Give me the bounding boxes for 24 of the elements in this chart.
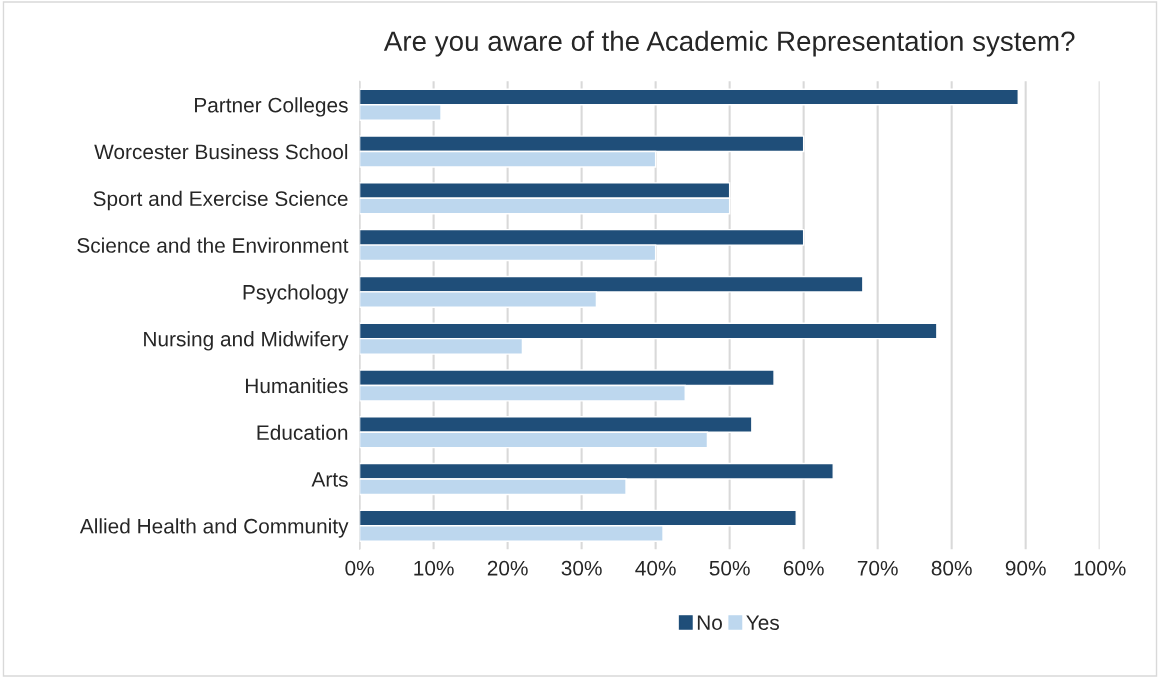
x-tick-label: 40%: [635, 560, 676, 576]
y-tick-label: Psychology: [243, 284, 349, 304]
y-tick-label: Arts: [311, 472, 348, 487]
y-tick-label: Humanities: [246, 377, 348, 394]
x-tick-label: 100%: [1074, 560, 1126, 576]
y-tick-label: Partner Colleges: [195, 97, 348, 117]
chart-title: Are you aware of the Academic Representation system?: [383, 30, 1075, 57]
x-tick-label: 20%: [487, 560, 528, 576]
x-tick-label: 70%: [857, 560, 898, 576]
legend-label: No: [697, 615, 722, 631]
x-tick-label: 0%: [345, 560, 374, 576]
x-tick-label: 80%: [931, 560, 972, 576]
x-tick-label: 90%: [1005, 560, 1046, 576]
x-tick-label: 60%: [783, 560, 824, 576]
y-tick-label: Education: [257, 424, 348, 440]
y-tick-label: Allied Health and Community: [79, 518, 349, 538]
legend-label: Yes: [746, 615, 779, 631]
y-tick-label: Science and the Environment: [77, 237, 349, 253]
y-tick-label: Worcester Business School: [94, 143, 348, 160]
x-tick-label: 30%: [561, 560, 602, 576]
x-tick-label: 10%: [414, 560, 454, 576]
y-tick-label: Nursing and Midwifery: [144, 331, 349, 351]
y-tick-label: Sport and Exercise Science: [93, 190, 348, 211]
x-tick-label: 50%: [709, 560, 750, 576]
